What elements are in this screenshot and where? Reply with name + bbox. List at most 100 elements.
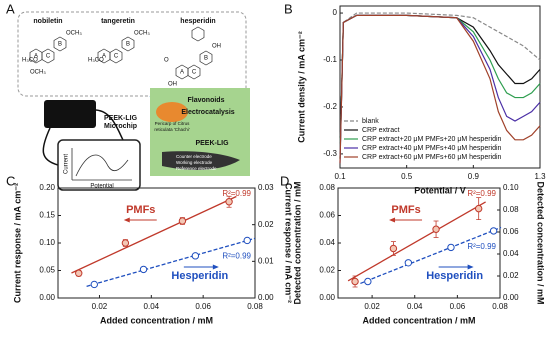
y-tick-label: -0.3 [323,149,337,158]
photo-label: Pericarp of Citrus [155,121,191,126]
ring-label: A [180,70,184,76]
panel-label: B [284,1,293,16]
substituent: H₃CO [88,58,104,64]
substituent: OH [168,82,177,88]
y2-tick-label: 0.06 [503,227,519,236]
y2-tick-label: 0.10 [503,183,519,192]
potentiostat [57,139,141,191]
panel-label: C [6,173,15,188]
data-point [351,277,359,286]
panel-label: D [280,173,289,188]
photo-label: Counter electrode [176,154,212,159]
photo-label: Working electrode [176,160,213,165]
substituent: OCH₃ [66,31,82,37]
panel-a: A nobiletin tangeretin hesperidin A C B … [6,1,250,191]
legend-label: CRP extract [362,127,400,134]
graph-icon [71,148,132,181]
compound-name: hesperidin [180,18,215,25]
substituent: OCH₃ [134,31,150,37]
legend-label: blank [362,118,379,125]
data-point [474,204,483,213]
series-name: PMFs [391,204,420,216]
photo-label: reticulata 'Chachi' [154,127,189,132]
fit-line [360,226,502,285]
data-point [90,280,98,289]
x-tick-label: 0.1 [334,172,346,181]
device-label: Potential [90,184,113,190]
x-tick-label: 0.06 [450,302,466,311]
device-label: Current [64,154,70,174]
ring-label: C [114,54,119,60]
data-point [75,269,83,277]
data-point [364,277,372,286]
y2-tick-label: 0.03 [258,183,274,192]
x-tick-label: 0.08 [492,302,508,311]
data-point [121,239,130,247]
y-tick-label: -0.2 [323,102,337,111]
y-tick-label: 0.20 [39,183,55,192]
y2-tick-label: 0.01 [258,256,274,265]
x-tick-label: 0.9 [468,172,480,181]
structure: A C B H₃CO OCH₃ [88,31,150,64]
r2-label: R²=0.99 [467,189,496,198]
photo-label: Flavonoids [188,97,225,104]
data-point [191,252,200,260]
series-name: Hesperidin [426,270,483,282]
x-tick-label: 1.3 [534,172,546,181]
legend-label: CRP extract+40 μM PMFs+40 μM hesperidin [362,145,502,152]
x-axis-label: Added concentration / mM [362,315,475,325]
y2-tick-label: 0.00 [258,293,274,302]
ring-label: B [126,42,130,48]
x-tick-label: 0.02 [364,302,380,311]
y-tick-label: 0.00 [319,293,335,302]
data-point [243,236,251,245]
arrow-head [467,264,474,270]
substituent: H₃CO [22,58,38,64]
x-tick-label: 0.5 [401,172,413,181]
series-name: PMFs [126,204,155,216]
y-tick-label: 0.06 [319,211,335,220]
structure: A C B OH OH O [164,26,221,88]
x-tick-label: 0.02 [92,302,108,311]
data-point [447,243,455,252]
microchip [44,100,96,128]
y-axis-label: Current response / mA cm⁻² [12,183,22,303]
ring-label: A [34,54,38,60]
ring-label: C [192,70,197,76]
data-point [225,198,233,206]
chip-label: PEEK-LIG [104,115,138,122]
ring-label: B [204,56,208,62]
r2-label: R²=0.99 [222,252,251,261]
y-axis-label: Detected concentration / mM [292,181,302,304]
structure-box [17,11,247,97]
substituent: OCH₃ [30,70,46,76]
arrow-head [212,264,219,270]
legend-label: CRP extract+20 μM PMFs+20 μM hesperidin [362,136,502,143]
y-tick-label: 0.08 [319,183,335,192]
x-tick-label: 0.04 [144,302,160,311]
y-tick-label: 0.05 [39,266,55,275]
y-tick-label: 0.10 [39,238,55,247]
series-line [339,14,541,164]
y-tick-label: 0.02 [319,266,335,275]
y2-axis-label: Detected concentration / mM [536,181,546,304]
y2-tick-label: 0.04 [503,249,519,258]
photo-label: Electrocatalysis [181,109,234,116]
legend-label: CRP extract+60 μM PMFs+60 μM hesperidin [362,154,502,161]
y2-tick-label: 0.02 [503,271,519,280]
photo-label: Reference electrode [176,166,217,171]
plot-frame [339,5,541,169]
y-tick-label: -0.1 [323,55,337,64]
data-point [139,265,148,274]
ring-label: B [58,42,62,48]
electrode [162,151,240,170]
photo-label: PEEK-LIG [195,140,229,147]
data-point [432,225,440,233]
x-tick-label: 0.08 [247,302,263,311]
data-point [389,244,398,253]
series-line [339,12,541,154]
fit-line [71,195,237,274]
fit-line [347,201,486,282]
y2-tick-label: 0.02 [258,220,274,229]
x-tick-label: 0.04 [407,302,423,311]
